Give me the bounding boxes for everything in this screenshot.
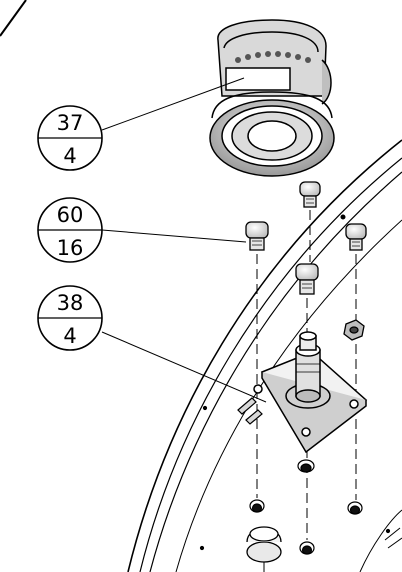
- balloon-quantity: 16: [57, 236, 84, 260]
- socket-screw: [299, 181, 321, 208]
- threaded-insert: [299, 541, 315, 555]
- balloon-item-number: 60: [57, 203, 84, 227]
- threaded-insert: [249, 499, 265, 513]
- socket-screw: [245, 221, 269, 251]
- caster-bearing-balls: [235, 51, 311, 63]
- base-plate-ring: [127, 139, 402, 572]
- balloon-quantity: 4: [63, 324, 76, 348]
- shim-key: [237, 397, 263, 425]
- callout-balloon-37: 37 4: [37, 105, 103, 171]
- balloon-item-number: 37: [57, 111, 84, 135]
- leader-lines: [101, 77, 267, 403]
- frame-corner-line: [0, 0, 27, 37]
- hex-nut: [343, 319, 365, 341]
- socket-screw: [345, 223, 367, 251]
- threaded-insert: [297, 459, 315, 473]
- plug-cap: [246, 526, 282, 572]
- balloon-item-number: 38: [57, 291, 84, 315]
- caster-wheel: [209, 19, 335, 177]
- socket-screw: [295, 263, 319, 295]
- caster-mount-plate: [253, 331, 368, 454]
- callout-balloon-60: 60 16: [37, 197, 103, 263]
- caster-label-plate: [225, 67, 291, 91]
- balloon-quantity: 4: [63, 144, 76, 168]
- callout-balloon-38: 38 4: [37, 285, 103, 351]
- threaded-insert: [347, 501, 363, 515]
